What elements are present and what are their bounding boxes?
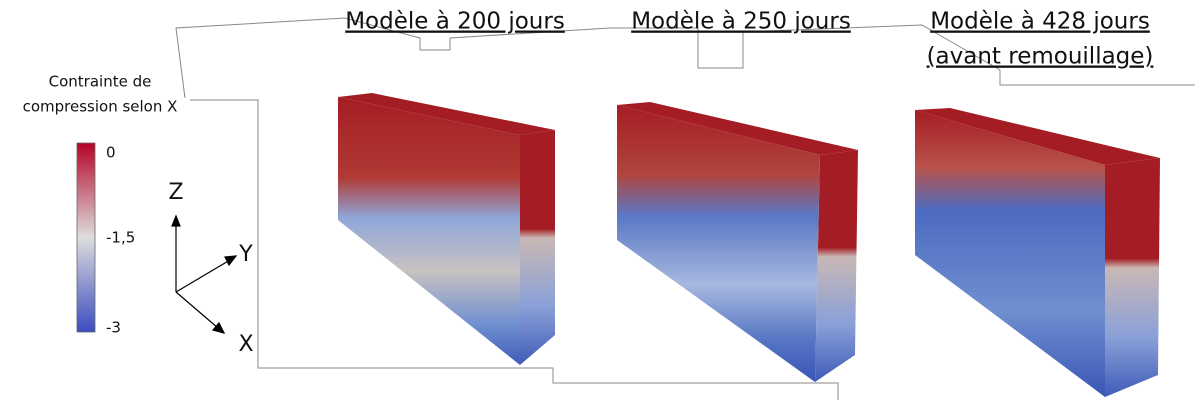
model-title: (avant remouillage) [927, 44, 1154, 70]
axis-triad [171, 214, 238, 334]
axis-label: Z [168, 180, 183, 205]
connector [190, 99, 839, 400]
colorbar-label: 0 [106, 144, 116, 162]
axis-label: X [238, 332, 253, 357]
model-render [338, 93, 555, 365]
colorbar [76, 142, 96, 333]
model-title: Modèle à 250 jours [631, 9, 851, 35]
colorbar-label: -1,5 [106, 229, 135, 247]
colorbar-label: -3 [106, 319, 121, 337]
model-render [915, 108, 1160, 397]
connector [175, 17, 1195, 99]
model-title: Modèle à 200 jours [345, 9, 565, 35]
axis-label: Y [238, 242, 253, 267]
model-title: Modèle à 428 jours [930, 9, 1150, 35]
legend-title: compression selon X [23, 98, 178, 116]
legend-title: Contrainte de [49, 73, 152, 91]
model-render [617, 102, 858, 382]
